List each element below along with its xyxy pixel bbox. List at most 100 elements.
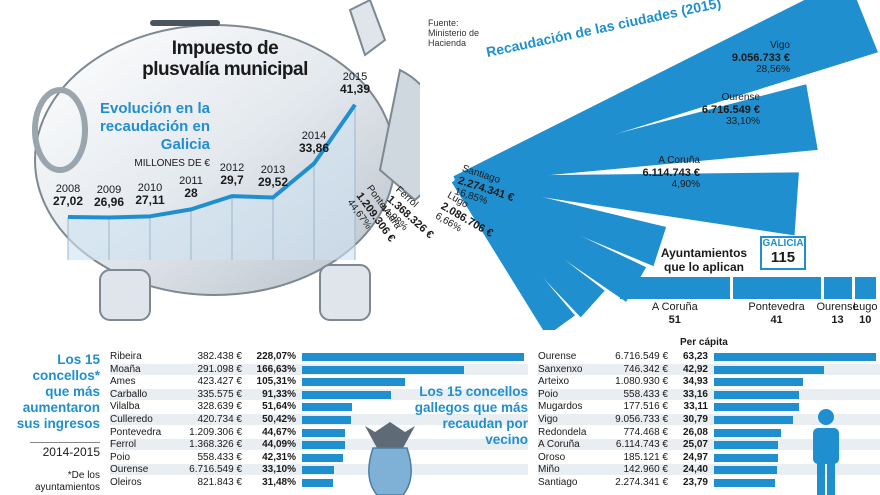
percapita-bar xyxy=(714,390,799,399)
increase-value: 51,64% xyxy=(262,401,296,413)
year-text: 2015 xyxy=(342,70,368,83)
page-title: Impuesto de plusvalía municipal xyxy=(142,38,308,80)
increase-amount: 1.209.306 € xyxy=(189,426,242,438)
city-name: A Coruña xyxy=(658,155,700,166)
percapita-bar xyxy=(714,403,799,412)
year-value: 26,96 xyxy=(93,194,125,209)
increase-name: Carballo xyxy=(110,388,148,400)
province-bar-pontevedra xyxy=(732,277,821,299)
percapita-column-label: Per cápita xyxy=(680,337,728,348)
year-label-2012: 2012 29,7 xyxy=(212,162,252,186)
year-label-2011: 2011 28 xyxy=(171,175,211,199)
province-bar-a-coruña xyxy=(620,277,730,299)
year-label-2010: 2010 27,11 xyxy=(130,182,170,206)
year-text: 2014 xyxy=(301,129,327,142)
increase-row: Ribeira 382.438 € 228,07% xyxy=(110,351,528,362)
year-text: 2011 xyxy=(179,175,203,188)
increase-name: Ferrol xyxy=(110,439,137,451)
percapita-value: 30,79 xyxy=(682,414,708,425)
year-text: 2009 xyxy=(96,183,122,196)
percapita-row: Arteixo 1.080.930 € 34,93 xyxy=(538,376,880,387)
percapita-row: Santiago 2.274.341 € 23,79 xyxy=(538,477,880,488)
percapita-value: 26,08 xyxy=(682,426,708,438)
percapita-name: Vigo xyxy=(538,414,558,425)
province-name: A Coruña xyxy=(651,301,698,313)
percapita-value: 25,07 xyxy=(682,439,708,451)
percapita-amount: 558.433 € xyxy=(623,388,669,400)
percapita-bar xyxy=(714,378,804,387)
percapita-amount: 6.716.549 € xyxy=(615,351,668,362)
increase-name: Moaña xyxy=(110,363,141,375)
city-name: Ourense xyxy=(721,92,760,103)
ayuntamientos-title: Ayuntamientos que lo aplican xyxy=(660,246,748,274)
percapita-row: Oroso 185.121 € 24,97 xyxy=(538,452,880,463)
percapita-bar xyxy=(714,428,781,437)
increase-row: Ferrol 1.368.326 € 44,09% xyxy=(110,439,528,451)
percapita-row: Sanxenxo 746.342 € 42,92 xyxy=(538,363,880,375)
increase-bar xyxy=(302,466,335,475)
percapita-row: Redondela 774.468 € 26,08 xyxy=(538,427,880,438)
year-value: 33,86 xyxy=(298,140,330,155)
city-pct: 33,10% xyxy=(726,116,760,127)
increase-row: Ourense 6.716.549 € 33,10% xyxy=(110,464,528,476)
year-value: 29,52 xyxy=(257,174,289,189)
increase-value: 105,31% xyxy=(256,376,296,388)
year-text: 2008 xyxy=(55,183,81,196)
year-value: 28 xyxy=(184,186,198,201)
increase-value: 166,63% xyxy=(256,363,296,375)
evolution-line xyxy=(67,103,357,220)
province-bar-ourense xyxy=(823,277,852,299)
increase-row: Carballo 335.575 € 91,33% xyxy=(110,388,528,400)
galicia-total: 115 xyxy=(770,249,796,266)
increase-row: Poio 558.433 € 42,31% xyxy=(110,452,528,463)
year-label-2013: 2013 29,52 xyxy=(253,164,293,188)
city-bar-vigo xyxy=(453,0,878,184)
increase-amount: 291.098 € xyxy=(197,363,243,375)
city-name: Vigo xyxy=(770,40,790,51)
percapita-name: Arteixo xyxy=(538,376,570,388)
city-bar-a-coruña xyxy=(454,172,799,236)
year-value: 29,7 xyxy=(220,173,244,188)
increase-row: Oleiros 821.843 € 31,48% xyxy=(110,477,528,488)
province-label: Ourense 13 xyxy=(798,301,878,327)
year-label-2008: 2008 27,02 xyxy=(48,183,88,207)
increase-name: Ames xyxy=(110,376,136,388)
evolution-area xyxy=(68,104,355,260)
increase-value: 44,09% xyxy=(262,439,296,451)
city-amount: 6.114.743 € xyxy=(642,167,700,179)
year-value: 27,11 xyxy=(135,193,165,208)
city-amount: 6.716.549 € xyxy=(701,104,760,116)
increase-amount: 558.433 € xyxy=(197,451,243,463)
percapita-row: Miño 142.960 € 24,40 xyxy=(538,464,880,476)
province-count: 41 xyxy=(770,314,783,326)
city-pct: 4,90% xyxy=(671,179,700,190)
percapita-amount: 2.274.341 € xyxy=(615,477,668,488)
province-name: Ourense xyxy=(816,301,859,313)
percapita-value: 24,97 xyxy=(682,451,708,463)
increase-name: Ourense xyxy=(110,464,149,476)
percapita-bar xyxy=(714,453,778,462)
percapita-row: Vigo 9.056.733 € 30,79 xyxy=(538,414,880,425)
increase-value: 33,10% xyxy=(262,464,296,476)
percapita-value: 34,93 xyxy=(682,376,708,388)
increase-amount: 423.427 € xyxy=(197,376,243,388)
city-bar-pontevedra xyxy=(451,177,575,330)
evolution-line-chart xyxy=(67,103,357,260)
percapita-value: 33,16 xyxy=(682,388,708,400)
increase-row: Culleredo 420.734 € 50,42% xyxy=(110,414,528,425)
increase-bar xyxy=(302,416,352,424)
city-label-vigo: Vigo 9.056.733 €28,56% xyxy=(710,40,790,76)
province-label: Lugo 10 xyxy=(825,301,880,327)
province-count: 51 xyxy=(668,314,681,326)
increase-amount: 1.368.326 € xyxy=(189,439,242,451)
increase-row: Ames 423.427 € 105,31% xyxy=(110,376,528,387)
increase-bar xyxy=(302,453,344,462)
money-bag-illustration xyxy=(365,422,415,495)
increase-value: 31,48% xyxy=(262,477,296,488)
city-bar-lugo xyxy=(453,176,647,302)
percapita-name: Sanxenxo xyxy=(538,363,583,375)
city-bar-santiago xyxy=(453,176,667,267)
increase-name: Oleiros xyxy=(110,477,142,488)
increase-row: Pontevedra 1.209.306 € 44,67% xyxy=(110,427,528,438)
source-note: Fuente: Ministerio de Hacienda xyxy=(428,18,480,48)
